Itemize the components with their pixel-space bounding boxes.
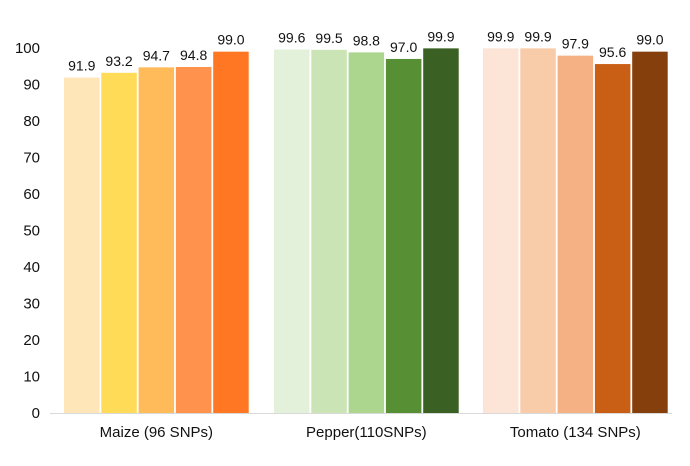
y-tick-label: 0 (32, 405, 40, 422)
bar (483, 48, 519, 414)
y-tick-label: 50 (23, 223, 40, 240)
bar (274, 49, 310, 414)
data-label: 98.8 (353, 32, 380, 48)
bar (348, 52, 385, 413)
bar (311, 49, 347, 413)
data-label: 99.0 (636, 32, 663, 48)
x-category-label: Pepper(110SNPs) (306, 424, 427, 441)
data-label: 99.9 (487, 28, 514, 44)
y-tick-label: 30 (23, 296, 40, 313)
y-tick-label: 10 (23, 369, 40, 386)
y-tick-label: 20 (23, 332, 40, 349)
y-tick-label: 90 (23, 77, 40, 94)
bar (594, 64, 631, 413)
bar (101, 72, 137, 413)
data-label: 99.9 (427, 28, 454, 44)
bar (64, 77, 100, 413)
y-tick-label: 40 (23, 259, 40, 276)
bar (385, 58, 422, 413)
data-label: 97.9 (562, 36, 589, 52)
data-label: 93.2 (105, 53, 132, 69)
data-label: 94.7 (143, 47, 170, 63)
data-label: 97.0 (390, 39, 417, 55)
x-category-label: Tomato (134 SNPs) (510, 424, 641, 441)
y-tick-label: 60 (23, 186, 40, 203)
data-label: 99.5 (315, 30, 342, 46)
bar (213, 51, 249, 414)
bar (423, 48, 459, 414)
data-label: 94.8 (180, 47, 207, 63)
bar (557, 55, 594, 413)
y-tick-label: 80 (23, 113, 40, 130)
bar (175, 66, 212, 413)
data-label: 91.9 (68, 58, 95, 74)
y-tick-label: 100 (15, 40, 40, 57)
bar (138, 67, 175, 413)
data-label: 95.6 (599, 44, 626, 60)
bar (520, 48, 556, 414)
y-tick-label: 70 (23, 150, 40, 167)
data-label: 99.6 (278, 29, 305, 45)
data-label: 99.9 (524, 28, 551, 44)
data-label: 99.0 (217, 32, 244, 48)
bar (632, 51, 668, 414)
x-category-label: Maize (96 SNPs) (100, 424, 213, 441)
